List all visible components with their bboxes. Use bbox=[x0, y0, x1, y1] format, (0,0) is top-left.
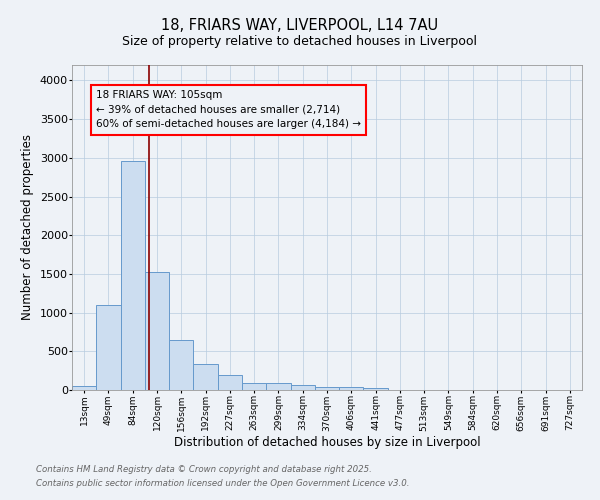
Text: Size of property relative to detached houses in Liverpool: Size of property relative to detached ho… bbox=[122, 35, 478, 48]
Bar bbox=[72, 386, 96, 390]
Bar bbox=[193, 364, 218, 390]
Text: 18 FRIARS WAY: 105sqm
← 39% of detached houses are smaller (2,714)
60% of semi-d: 18 FRIARS WAY: 105sqm ← 39% of detached … bbox=[96, 90, 361, 130]
Text: Contains HM Land Registry data © Crown copyright and database right 2025.: Contains HM Land Registry data © Crown c… bbox=[36, 466, 372, 474]
Text: 18, FRIARS WAY, LIVERPOOL, L14 7AU: 18, FRIARS WAY, LIVERPOOL, L14 7AU bbox=[161, 18, 439, 32]
Bar bbox=[169, 340, 193, 390]
Bar bbox=[315, 387, 339, 390]
Bar bbox=[339, 387, 364, 390]
Bar bbox=[121, 161, 145, 390]
Bar bbox=[218, 375, 242, 390]
Y-axis label: Number of detached properties: Number of detached properties bbox=[21, 134, 34, 320]
Bar bbox=[266, 383, 290, 390]
Text: Contains public sector information licensed under the Open Government Licence v3: Contains public sector information licen… bbox=[36, 479, 409, 488]
Bar bbox=[364, 388, 388, 390]
Bar bbox=[290, 385, 315, 390]
Bar bbox=[145, 272, 169, 390]
X-axis label: Distribution of detached houses by size in Liverpool: Distribution of detached houses by size … bbox=[173, 436, 481, 449]
Bar bbox=[242, 383, 266, 390]
Bar bbox=[96, 305, 121, 390]
